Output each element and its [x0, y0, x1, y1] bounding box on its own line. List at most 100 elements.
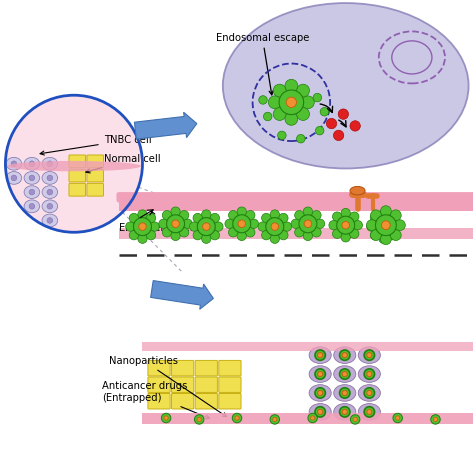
Circle shape [381, 206, 391, 217]
Circle shape [350, 415, 360, 424]
Circle shape [295, 228, 304, 237]
FancyBboxPatch shape [69, 183, 85, 196]
FancyBboxPatch shape [172, 393, 194, 409]
Circle shape [285, 112, 298, 125]
FancyBboxPatch shape [148, 360, 170, 376]
Circle shape [249, 219, 258, 228]
Circle shape [367, 409, 372, 414]
Circle shape [350, 121, 360, 131]
FancyBboxPatch shape [172, 377, 194, 392]
Circle shape [29, 175, 35, 181]
Circle shape [291, 219, 301, 228]
Circle shape [210, 230, 219, 240]
Circle shape [285, 79, 298, 92]
Circle shape [370, 230, 380, 240]
Circle shape [382, 221, 390, 229]
Circle shape [333, 130, 344, 141]
Circle shape [150, 222, 159, 231]
FancyBboxPatch shape [69, 155, 85, 168]
Circle shape [278, 131, 286, 140]
Circle shape [258, 222, 267, 231]
Circle shape [297, 108, 310, 120]
Circle shape [273, 84, 286, 97]
Text: Nanoparticles: Nanoparticles [109, 356, 227, 417]
Circle shape [318, 353, 323, 358]
FancyBboxPatch shape [172, 360, 194, 376]
Circle shape [201, 234, 211, 243]
Ellipse shape [334, 347, 356, 364]
Ellipse shape [42, 200, 58, 213]
Circle shape [353, 417, 357, 421]
Ellipse shape [24, 157, 40, 170]
Circle shape [246, 228, 255, 237]
Ellipse shape [334, 366, 356, 383]
Circle shape [264, 112, 272, 121]
Circle shape [367, 372, 372, 377]
Circle shape [316, 127, 324, 135]
FancyArrow shape [135, 112, 197, 139]
FancyBboxPatch shape [148, 377, 170, 392]
FancyBboxPatch shape [87, 169, 103, 182]
Circle shape [341, 209, 350, 218]
Circle shape [303, 207, 312, 216]
Circle shape [391, 230, 401, 240]
Ellipse shape [358, 366, 381, 383]
Ellipse shape [358, 403, 381, 420]
Text: Endosomal escape: Endosomal escape [216, 33, 309, 95]
Circle shape [161, 413, 171, 423]
Circle shape [391, 222, 401, 231]
Circle shape [129, 213, 138, 223]
Circle shape [338, 109, 348, 119]
FancyBboxPatch shape [87, 155, 103, 168]
Circle shape [171, 231, 180, 241]
Circle shape [339, 388, 350, 398]
Ellipse shape [6, 172, 22, 184]
Circle shape [315, 219, 325, 228]
Circle shape [387, 213, 397, 223]
Circle shape [310, 416, 315, 420]
Circle shape [183, 219, 192, 228]
Circle shape [138, 234, 147, 243]
Circle shape [279, 213, 288, 223]
Circle shape [279, 90, 304, 115]
Circle shape [315, 369, 325, 379]
Circle shape [47, 161, 53, 166]
Circle shape [431, 415, 440, 424]
Circle shape [180, 228, 189, 237]
Circle shape [379, 234, 388, 243]
Circle shape [326, 118, 337, 129]
Circle shape [246, 210, 255, 220]
Circle shape [262, 230, 271, 240]
FancyBboxPatch shape [195, 360, 218, 376]
Ellipse shape [42, 157, 58, 170]
Circle shape [282, 222, 292, 231]
Circle shape [304, 220, 312, 228]
Circle shape [210, 213, 219, 223]
Circle shape [315, 388, 325, 398]
Circle shape [193, 230, 202, 240]
Circle shape [375, 215, 396, 236]
Circle shape [315, 350, 325, 360]
Circle shape [297, 135, 305, 143]
Circle shape [259, 96, 267, 104]
Ellipse shape [7, 161, 141, 171]
Circle shape [172, 220, 179, 228]
Circle shape [159, 219, 168, 228]
Circle shape [332, 212, 342, 221]
FancyBboxPatch shape [195, 393, 218, 409]
Circle shape [237, 231, 246, 241]
Ellipse shape [24, 186, 40, 199]
Circle shape [350, 212, 359, 221]
Circle shape [197, 417, 201, 421]
Circle shape [342, 353, 347, 358]
Ellipse shape [309, 347, 331, 364]
Ellipse shape [42, 186, 58, 199]
Circle shape [162, 228, 172, 237]
Circle shape [11, 175, 17, 181]
Circle shape [342, 221, 349, 229]
Circle shape [134, 218, 152, 236]
Circle shape [201, 210, 211, 219]
Circle shape [29, 189, 35, 195]
Circle shape [379, 210, 388, 219]
Ellipse shape [334, 403, 356, 420]
